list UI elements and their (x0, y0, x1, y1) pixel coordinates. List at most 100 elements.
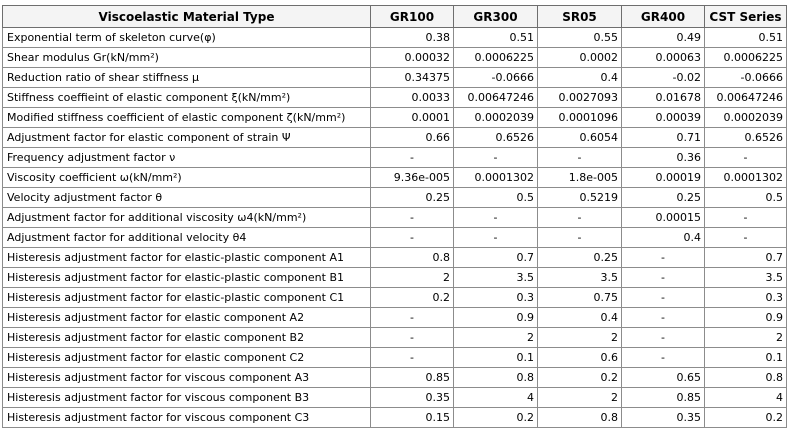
cell-gr400[interactable]: 0.25 (621, 187, 705, 208)
cell-gr100[interactable]: - (370, 207, 454, 228)
cell-sr05[interactable]: - (537, 227, 622, 248)
cell-cst-series[interactable]: 0.0001302 (704, 167, 787, 188)
table-row[interactable]: Histeresis adjustment factor for elastic… (2, 267, 787, 288)
cell-sr05[interactable]: 0.5219 (537, 187, 622, 208)
cell-gr400[interactable]: 0.00019 (621, 167, 705, 188)
cell-gr100[interactable]: - (370, 347, 454, 368)
row-label[interactable]: Histeresis adjustment factor for elastic… (2, 327, 371, 348)
cell-gr100[interactable]: 9.36e-005 (370, 167, 454, 188)
cell-gr300[interactable]: - (453, 207, 538, 228)
cell-gr400[interactable]: 0.71 (621, 127, 705, 148)
cell-gr300[interactable]: 0.7 (453, 247, 538, 268)
row-label[interactable]: Stiffness coeffieint of elastic componen… (2, 87, 371, 108)
cell-gr400[interactable]: 0.01678 (621, 87, 705, 108)
cell-gr400[interactable]: 0.4 (621, 227, 705, 248)
cell-sr05[interactable]: 0.0001096 (537, 107, 622, 128)
cell-gr300[interactable]: - (453, 147, 538, 168)
cell-gr400[interactable]: 0.00039 (621, 107, 705, 128)
table-row[interactable]: Histeresis adjustment factor for elastic… (2, 247, 787, 268)
cell-gr300[interactable]: -0.0666 (453, 67, 538, 88)
row-label[interactable]: Histeresis adjustment factor for elastic… (2, 267, 371, 288)
cell-gr100[interactable]: 2 (370, 267, 454, 288)
cell-sr05[interactable]: 0.75 (537, 287, 622, 308)
cell-cst-series[interactable]: -0.0666 (704, 67, 787, 88)
cell-gr300[interactable]: 0.9 (453, 307, 538, 328)
row-label[interactable]: Adjustment factor for additional viscosi… (2, 207, 371, 228)
cell-cst-series[interactable]: 0.0006225 (704, 47, 787, 68)
cell-gr400[interactable]: -0.02 (621, 67, 705, 88)
row-label[interactable]: Frequency adjustment factor ν (2, 147, 371, 168)
row-label[interactable]: Reduction ratio of shear stiffness μ (2, 67, 371, 88)
row-label[interactable]: Exponential term of skeleton curve(φ) (2, 27, 371, 48)
cell-gr300[interactable]: 0.8 (453, 367, 538, 388)
cell-gr300[interactable]: 0.5 (453, 187, 538, 208)
cell-gr400[interactable]: - (621, 307, 705, 328)
row-label[interactable]: Velocity adjustment factor θ (2, 187, 371, 208)
cell-gr400[interactable]: - (621, 347, 705, 368)
row-label[interactable]: Histeresis adjustment factor for elastic… (2, 347, 371, 368)
cell-gr400[interactable]: 0.00015 (621, 207, 705, 228)
row-label[interactable]: Histeresis adjustment factor for viscous… (2, 387, 371, 408)
cell-cst-series[interactable]: 0.0002039 (704, 107, 787, 128)
cell-gr100[interactable]: 0.0033 (370, 87, 454, 108)
column-header-gr100[interactable]: GR100 (370, 5, 454, 28)
cell-gr100[interactable]: 0.0001 (370, 107, 454, 128)
cell-sr05[interactable]: - (537, 147, 622, 168)
table-row[interactable]: Histeresis adjustment factor for viscous… (2, 367, 787, 388)
cell-gr400[interactable]: 0.36 (621, 147, 705, 168)
row-label[interactable]: Modified stiffness coefficient of elasti… (2, 107, 371, 128)
cell-gr100[interactable]: 0.8 (370, 247, 454, 268)
row-label[interactable]: Histeresis adjustment factor for elastic… (2, 307, 371, 328)
cell-cst-series[interactable]: 0.1 (704, 347, 787, 368)
column-header-material-type[interactable]: Viscoelastic Material Type (2, 5, 371, 28)
cell-sr05[interactable]: 0.0027093 (537, 87, 622, 108)
row-label[interactable]: Adjustment factor for additional velocit… (2, 227, 371, 248)
cell-sr05[interactable]: 0.0002 (537, 47, 622, 68)
cell-gr400[interactable]: - (621, 327, 705, 348)
cell-cst-series[interactable]: 0.6526 (704, 127, 787, 148)
cell-gr400[interactable]: - (621, 267, 705, 288)
cell-sr05[interactable]: 0.25 (537, 247, 622, 268)
cell-sr05[interactable]: 0.55 (537, 27, 622, 48)
cell-gr300[interactable]: 0.51 (453, 27, 538, 48)
cell-gr100[interactable]: 0.35 (370, 387, 454, 408)
table-row[interactable]: Histeresis adjustment factor for elastic… (2, 327, 787, 348)
cell-gr100[interactable]: - (370, 147, 454, 168)
cell-sr05[interactable]: 0.6 (537, 347, 622, 368)
cell-cst-series[interactable]: - (704, 227, 787, 248)
table-row[interactable]: Histeresis adjustment factor for viscous… (2, 407, 787, 428)
row-label[interactable]: Shear modulus Gr(kN/mm²) (2, 47, 371, 68)
table-row[interactable]: Histeresis adjustment factor for elastic… (2, 287, 787, 308)
table-row[interactable]: Adjustment factor for elastic component … (2, 127, 787, 148)
row-label[interactable]: Histeresis adjustment factor for elastic… (2, 287, 371, 308)
cell-gr400[interactable]: 0.65 (621, 367, 705, 388)
cell-gr400[interactable]: 0.00063 (621, 47, 705, 68)
cell-gr400[interactable]: - (621, 247, 705, 268)
table-row[interactable]: Stiffness coeffieint of elastic componen… (2, 87, 787, 108)
cell-sr05[interactable]: 3.5 (537, 267, 622, 288)
cell-gr100[interactable]: 0.34375 (370, 67, 454, 88)
cell-gr400[interactable]: 0.49 (621, 27, 705, 48)
table-row[interactable]: Velocity adjustment factor θ 0.25 0.5 0.521… (2, 187, 787, 208)
row-label[interactable]: Histeresis adjustment factor for viscous… (2, 367, 371, 388)
cell-cst-series[interactable]: 0.9 (704, 307, 787, 328)
cell-gr100[interactable]: 0.15 (370, 407, 454, 428)
column-header-gr400[interactable]: GR400 (621, 5, 705, 28)
cell-sr05[interactable]: 0.4 (537, 67, 622, 88)
cell-sr05[interactable]: 2 (537, 327, 622, 348)
table-row[interactable]: Modified stiffness coefficient of elasti… (2, 107, 787, 128)
cell-gr100[interactable]: 0.00032 (370, 47, 454, 68)
cell-gr300[interactable]: 0.0002039 (453, 107, 538, 128)
table-row[interactable]: Histeresis adjustment factor for viscous… (2, 387, 787, 408)
column-header-sr05[interactable]: SR05 (537, 5, 622, 28)
cell-cst-series[interactable]: 0.2 (704, 407, 787, 428)
cell-cst-series[interactable]: 0.5 (704, 187, 787, 208)
cell-cst-series[interactable]: 0.8 (704, 367, 787, 388)
cell-sr05[interactable]: 0.4 (537, 307, 622, 328)
cell-gr100[interactable]: - (370, 227, 454, 248)
cell-gr300[interactable]: 3.5 (453, 267, 538, 288)
cell-sr05[interactable]: 1.8e-005 (537, 167, 622, 188)
table-row[interactable]: Exponential term of skeleton curve(φ) 0.3… (2, 27, 787, 48)
cell-cst-series[interactable]: 2 (704, 327, 787, 348)
cell-gr100[interactable]: 0.2 (370, 287, 454, 308)
